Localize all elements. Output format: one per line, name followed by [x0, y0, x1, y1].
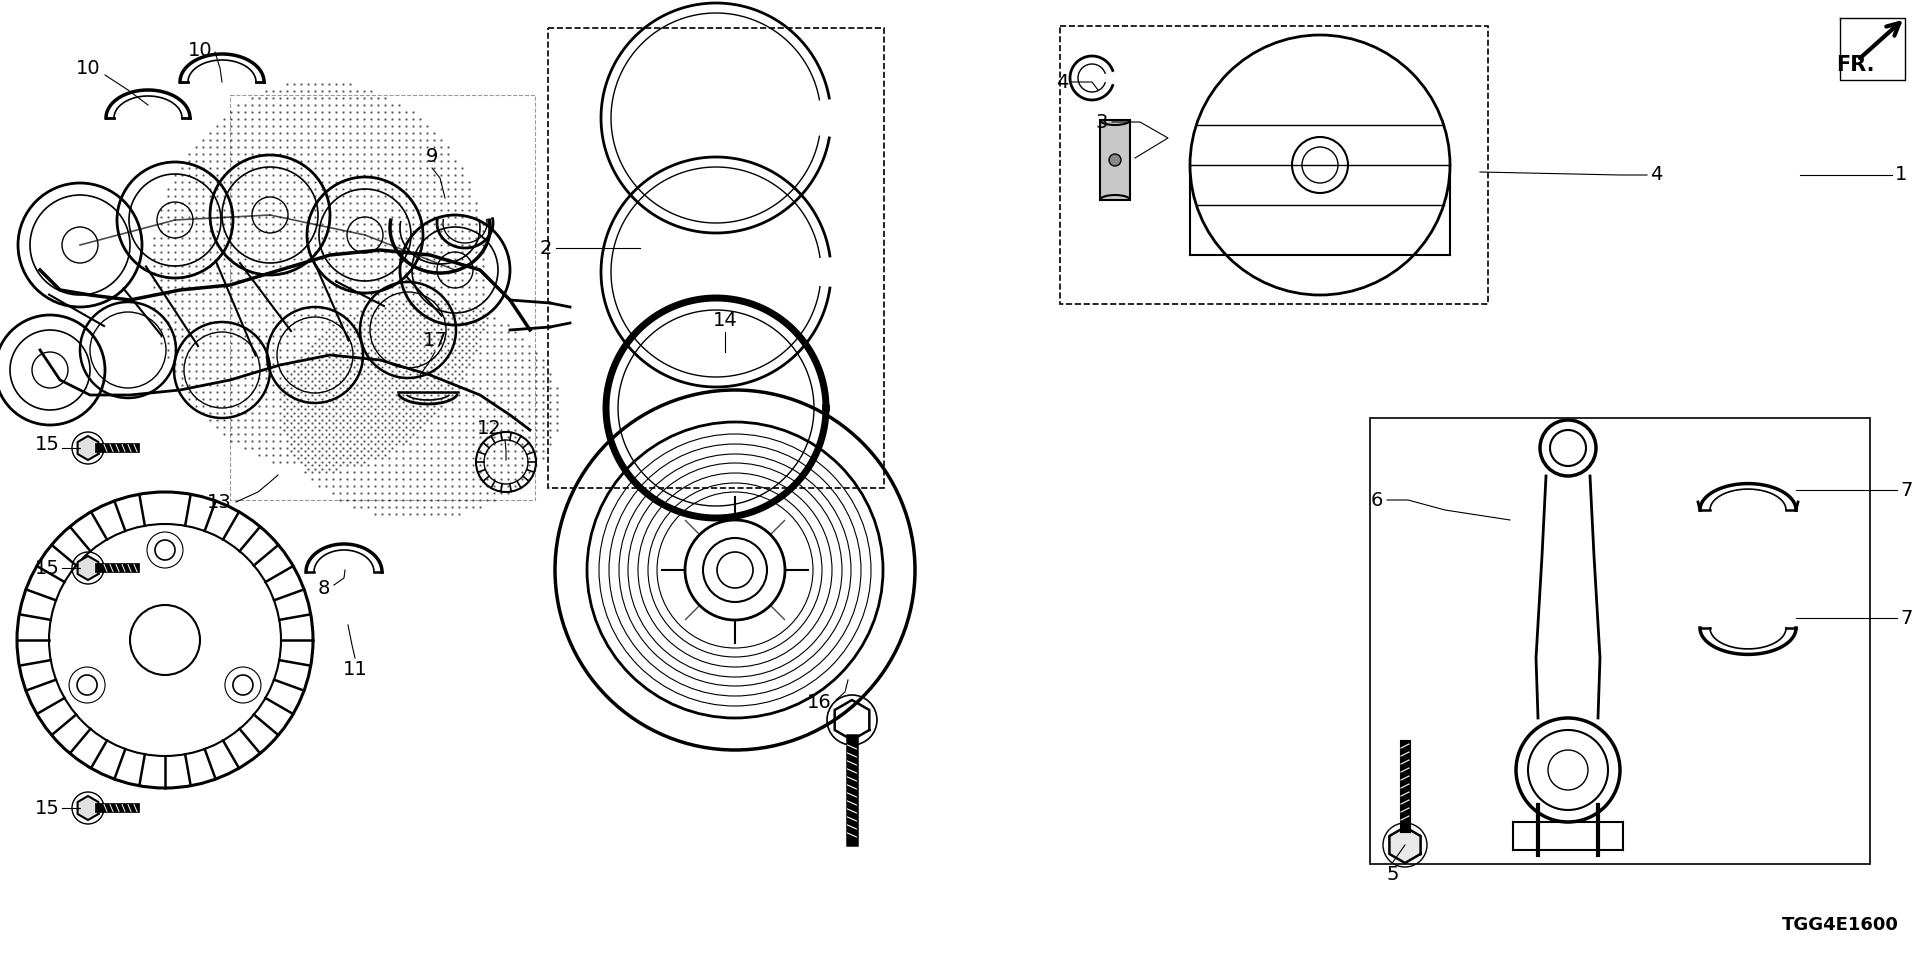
- Text: 10: 10: [188, 40, 211, 60]
- Polygon shape: [77, 796, 98, 820]
- Text: 7: 7: [1901, 609, 1912, 628]
- Text: TGG4E1600: TGG4E1600: [1782, 916, 1899, 934]
- Text: 2: 2: [540, 238, 553, 257]
- Text: 15: 15: [35, 559, 60, 578]
- Bar: [1100, 120, 1131, 200]
- Text: 12: 12: [478, 419, 501, 438]
- Circle shape: [1110, 154, 1121, 166]
- Bar: [230, 95, 536, 500]
- Text: 8: 8: [317, 579, 330, 597]
- Text: 6: 6: [1371, 491, 1382, 510]
- Text: 14: 14: [712, 311, 737, 330]
- Text: 15: 15: [35, 799, 60, 818]
- Polygon shape: [1390, 827, 1421, 863]
- Text: 15: 15: [35, 436, 60, 454]
- Text: 13: 13: [207, 492, 232, 512]
- Text: 4: 4: [1056, 73, 1068, 91]
- Text: 9: 9: [426, 147, 438, 166]
- Text: 10: 10: [75, 59, 100, 78]
- Polygon shape: [77, 556, 98, 580]
- Bar: [1060, 26, 1488, 304]
- Text: 11: 11: [342, 660, 367, 679]
- Text: 4: 4: [1649, 165, 1663, 184]
- Text: FR.: FR.: [1836, 55, 1874, 75]
- Text: 7: 7: [1901, 481, 1912, 499]
- Bar: [1371, 418, 1870, 864]
- Text: 5: 5: [1386, 865, 1400, 884]
- Bar: [547, 28, 883, 488]
- Text: 16: 16: [806, 692, 831, 711]
- Text: 17: 17: [422, 331, 447, 350]
- Polygon shape: [77, 436, 98, 460]
- Text: 1: 1: [1895, 165, 1907, 184]
- Text: 3: 3: [1096, 112, 1108, 132]
